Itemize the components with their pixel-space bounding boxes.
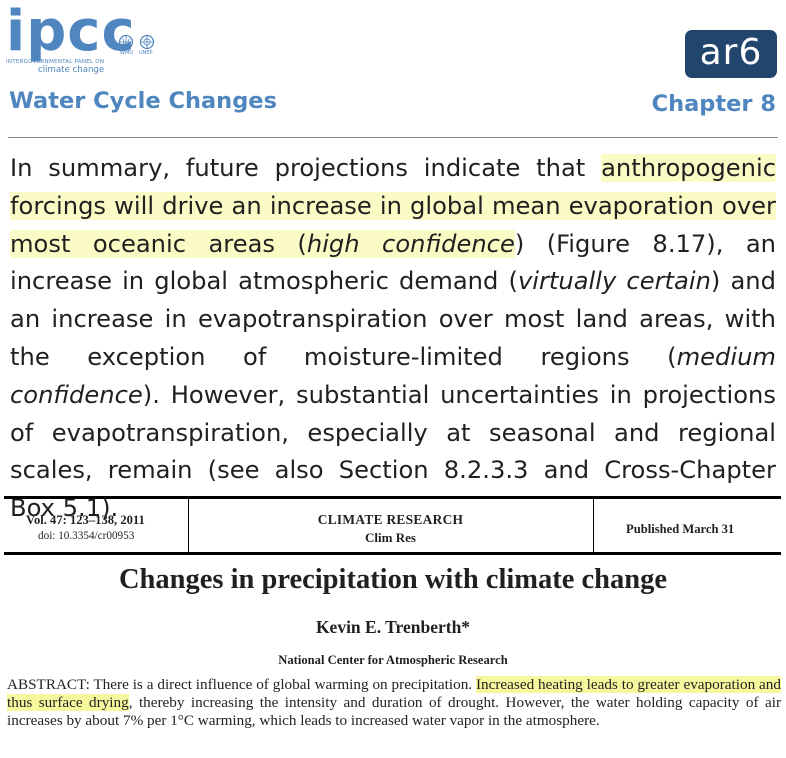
paper-header-bottom-rule [4, 552, 781, 555]
paper-header-top-rule [4, 496, 781, 499]
abstract-text: , thereby increasing the intensity and d… [7, 694, 781, 730]
journal-volume: Vol. 47: 123–138, 2011 [26, 513, 145, 527]
chapter-label: Chapter 8 [651, 91, 776, 117]
paper-header-divider [188, 499, 189, 552]
paper-abstract: ABSTRACT: There is a direct influence of… [7, 676, 781, 731]
confidence-term: high confidence [306, 229, 515, 258]
summary-text: ) and an increase in evapotranspiration … [10, 267, 776, 371]
confidence-term: medium confidence [10, 342, 776, 409]
unep-emblem-icon: UNEP [138, 34, 156, 56]
summary-paragraph: In summary, future projections indicate … [10, 150, 776, 528]
journal-name: CLIMATE RESEARCH [317, 512, 464, 527]
summary-text: ). However, substantial uncertainties in… [10, 380, 776, 523]
confidence-term: virtually certain [517, 267, 711, 296]
highlight-phrase: anthropogenic forcings will drive an inc… [10, 154, 776, 258]
ipcc-logo: ipcc INTERGOVERNMENTAL PANEL ON climate … [6, 0, 136, 76]
summary-text: ) (Figure 8.17), an increase in global a… [10, 229, 776, 296]
published-date: Published March 31 [626, 522, 735, 536]
paper-author: Kevin E. Trenberth* [315, 617, 471, 637]
abstract-text: ABSTRACT: There is a direct influence of… [7, 676, 476, 693]
ar6-badge: ar6 [685, 30, 777, 78]
header-divider [8, 137, 778, 138]
journal-abbreviation: Clim Res [365, 530, 416, 545]
section-title: Water Cycle Changes [9, 88, 277, 114]
paper-affiliation: National Center for Atmospheric Research [278, 653, 508, 667]
summary-text: In summary, future projections indicate … [10, 154, 602, 182]
paper-header-divider [593, 499, 594, 552]
unep-label: UNEP [139, 50, 153, 56]
paper-title: Changes in precipitation with climate ch… [118, 564, 668, 595]
journal-doi: doi: 10.3354/cr00953 [38, 530, 135, 542]
ipcc-wordmark: ipcc [6, 0, 136, 64]
ipcc-logo-tagline: climate change [38, 65, 105, 75]
ipcc-logo-subtitle: INTERGOVERNMENTAL PANEL ON [6, 59, 105, 65]
wmo-emblem-icon: WMO [117, 34, 135, 56]
wmo-label: WMO [120, 50, 134, 56]
